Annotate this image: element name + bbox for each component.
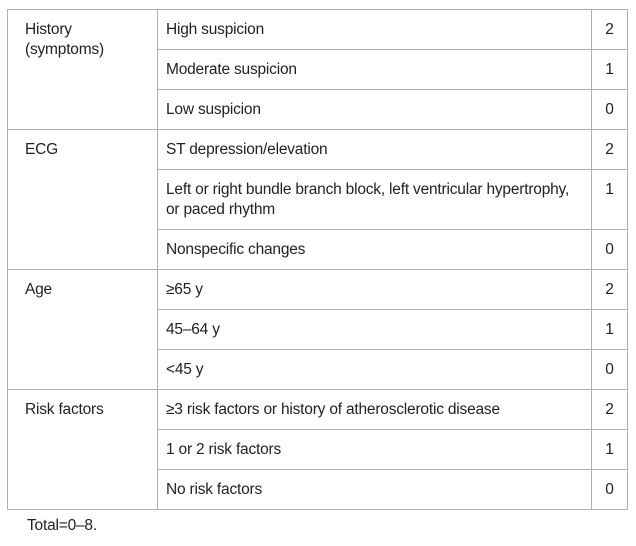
points-cell: 1 [591, 429, 628, 470]
table-row: Left or right bundle branch block, left … [8, 169, 628, 230]
criterion-cell: ≥65 y [157, 269, 592, 310]
table-row: ECG ST depression/elevation 2 [7, 129, 628, 270]
category-cell: Risk factors [7, 389, 158, 510]
criterion-cell: Nonspecific changes [157, 229, 592, 270]
points-cell: 1 [591, 49, 628, 90]
table-row: Nonspecific changes 0 [8, 229, 628, 270]
table-row: Moderate suspicion 1 [8, 49, 628, 90]
criterion-cell: Low suspicion [157, 89, 592, 130]
table-row: Low suspicion 0 [8, 89, 628, 130]
table-row: Risk factors ≥3 risk factors or history o… [7, 389, 628, 510]
table-row: History (symptoms) High suspicion 2 [7, 9, 628, 130]
criterion-cell: <45 y [157, 349, 592, 390]
points-cell: 2 [591, 389, 628, 430]
points-cell: 0 [591, 229, 628, 270]
category-cell: Age [7, 269, 158, 390]
points-cell: 1 [591, 309, 628, 350]
criterion-cell: Left or right bundle branch block, left … [157, 169, 592, 230]
points-cell: 0 [591, 469, 628, 510]
points-cell: 2 [591, 9, 628, 50]
criterion-cell: 45–64 y [157, 309, 592, 350]
points-cell: 1 [591, 169, 628, 230]
criterion-cell: 1 or 2 risk factors [157, 429, 592, 470]
points-cell: 0 [591, 349, 628, 390]
score-table: History (symptoms) High suspicion 2 Moderat… [7, 9, 628, 510]
criterion-cell: ≥3 risk factors or history of atheroscle… [157, 389, 592, 430]
criterion-cell: High suspicion [157, 9, 592, 50]
category-cell: History (symptoms) [7, 9, 158, 130]
table-row: 1 or 2 risk factors 1 [8, 429, 628, 470]
criterion-cell: No risk factors [157, 469, 592, 510]
criterion-cell: Moderate suspicion [157, 49, 592, 90]
table-footnote: Total=0–8. [27, 517, 97, 534]
criterion-cell: ST depression/elevation [157, 129, 592, 170]
table-row: No risk factors 0 [8, 469, 628, 510]
category-cell: ECG [7, 129, 158, 270]
points-cell: 0 [591, 89, 628, 130]
points-cell: 2 [591, 269, 628, 310]
points-cell: 2 [591, 129, 628, 170]
